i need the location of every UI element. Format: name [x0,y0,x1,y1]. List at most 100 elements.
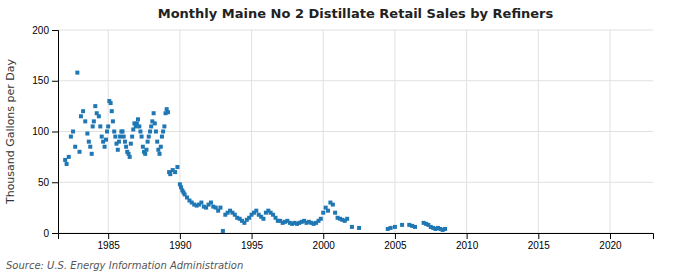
point [90,152,94,156]
y-tick-mark [52,30,58,31]
point [168,172,172,176]
plot-area: 1985 1990 1995 2000 2005 2010 2015 2020 0 50 100 15… [32,25,653,251]
y-axis: 0 50 100 150 200 [32,25,58,239]
point [161,130,165,134]
y-grid-line [58,131,653,132]
x-tick-mark [323,233,324,239]
point [105,130,109,134]
y-axis-title: Thousand Gallons per Day [4,58,17,205]
point [83,119,87,123]
point [116,148,120,152]
point [78,150,82,154]
x-tick-mark [180,233,181,239]
x-tick-label: 1985 [98,240,121,251]
x-tick-label: 1990 [169,240,192,251]
point [121,130,125,134]
point [154,130,158,134]
point [254,209,258,213]
point [81,109,85,113]
y-grid-line [58,30,653,31]
point [153,121,157,125]
y-tick: 100 [32,126,58,137]
x-tick-mark [108,233,109,239]
x-tick-mark [467,233,468,239]
x-tick-mark [395,233,396,239]
point [88,145,92,149]
point [75,71,79,75]
point [69,135,73,139]
point [97,114,101,118]
source-note: Source: U.S. Energy Information Administ… [6,260,243,271]
point [146,140,150,144]
point [143,152,147,156]
x-axis-line [59,234,654,240]
point [393,225,397,229]
point [333,211,337,215]
point [389,226,393,230]
point [147,135,151,139]
x-tick: 2000 [313,233,336,251]
y-grid-line [58,182,653,183]
point [319,217,323,221]
point [79,114,83,118]
y-axis-line [52,31,59,234]
point [199,201,203,205]
point [87,140,91,144]
point [63,158,67,162]
point [100,135,104,139]
point [321,211,325,215]
point [159,145,163,149]
x-tick: 1995 [241,233,264,251]
x-tick: 2010 [456,233,479,251]
y-tick-mark [52,233,58,234]
point [136,117,140,121]
chart: 1985 1990 1995 2000 2005 2010 2015 2020 0 50 100 15… [0,0,675,275]
point [209,201,213,205]
x-tick: 2020 [599,233,622,251]
point [331,203,335,207]
point [92,119,96,123]
point [140,135,144,139]
point [261,217,265,221]
grid [58,30,653,233]
x-tick-label: 2015 [528,240,551,251]
x-grid-line [179,30,180,233]
x-tick-label: 2005 [384,240,407,251]
x-tick: 2005 [384,233,407,251]
x-tick-label: 2000 [313,240,336,251]
point [67,155,71,159]
x-grid-line [538,30,539,233]
point [117,140,121,144]
x-grid-line [394,30,395,233]
point [173,170,177,174]
x-grid-line [466,30,467,233]
point [110,109,114,113]
point [350,225,354,229]
point [124,145,128,149]
y-tick-label: 0 [43,228,49,239]
x-tick-mark [538,233,539,239]
point [98,124,102,128]
point [128,155,132,159]
y-tick-label: 50 [38,177,50,188]
point [141,145,145,149]
point [158,152,162,156]
x-grid-line [251,30,252,233]
point [109,101,113,105]
y-grid-line [58,80,653,81]
point [122,135,126,139]
y-tick-label: 100 [32,126,49,137]
x-grid-line [609,30,610,233]
y-tick: 150 [32,75,58,86]
point [106,124,110,128]
point [118,135,122,139]
point [111,119,115,123]
y-tick: 200 [32,25,58,36]
point [112,130,116,134]
point [357,226,361,230]
point [138,130,142,134]
point [152,111,156,115]
point [400,223,404,227]
y-tick-mark [52,81,58,82]
y-tick-label: 150 [32,75,49,86]
